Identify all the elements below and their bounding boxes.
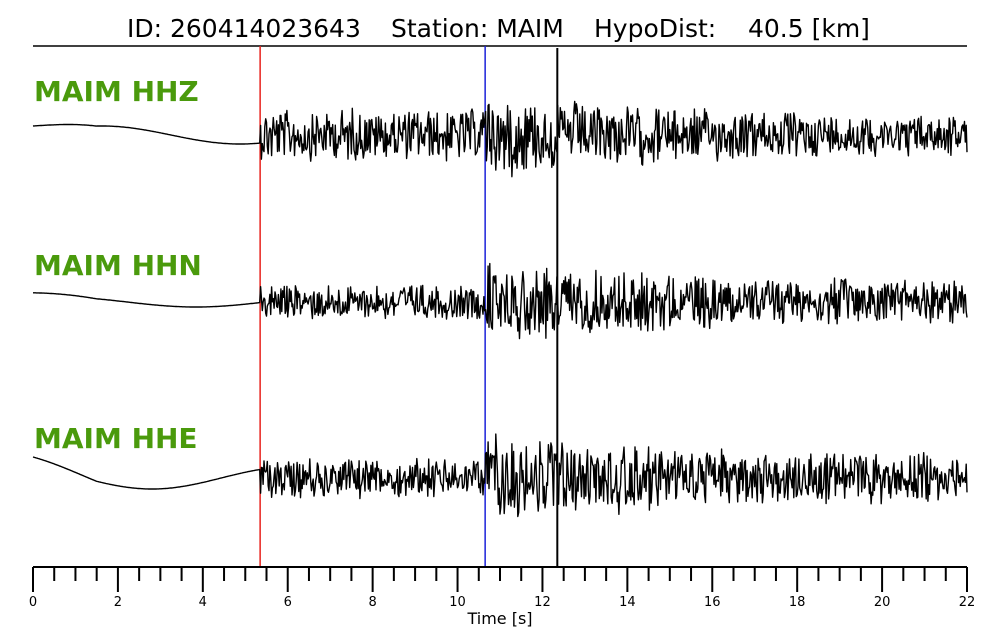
x-tick-label: 22 <box>959 595 976 610</box>
x-tick-label: 14 <box>619 595 636 610</box>
x-tick-label: 4 <box>199 595 207 610</box>
trace-maim-hhe <box>32 433 968 518</box>
x-axis-label: Time [s] <box>466 609 532 628</box>
title-id: ID: 260414023643 <box>127 14 361 43</box>
channel-label-hhn: MAIM HHN <box>34 249 202 282</box>
x-tick-label: 20 <box>874 595 891 610</box>
x-tick-label: 6 <box>284 595 292 610</box>
title-station: Station: MAIM <box>391 14 564 43</box>
x-tick-label: 16 <box>704 595 721 610</box>
x-tick-label: 10 <box>449 595 466 610</box>
x-tick-label: 0 <box>29 595 37 610</box>
trace-maim-hhn <box>33 262 968 340</box>
traces <box>32 100 968 518</box>
x-tick-label: 2 <box>114 595 122 610</box>
x-tick-label: 8 <box>368 595 376 610</box>
x-tick-label: 18 <box>789 595 806 610</box>
channel-label-hhe: MAIM HHE <box>34 422 198 455</box>
x-axis-ticks: 0 2 4 6 8 10 12 14 16 18 20 22 <box>29 567 975 610</box>
trace-maim-hhz <box>32 100 968 178</box>
channel-label-hhz: MAIM HHZ <box>34 75 199 108</box>
title-hypodist: HypoDist: 40.5 [km] <box>594 14 870 43</box>
x-tick-label: 12 <box>534 595 551 610</box>
